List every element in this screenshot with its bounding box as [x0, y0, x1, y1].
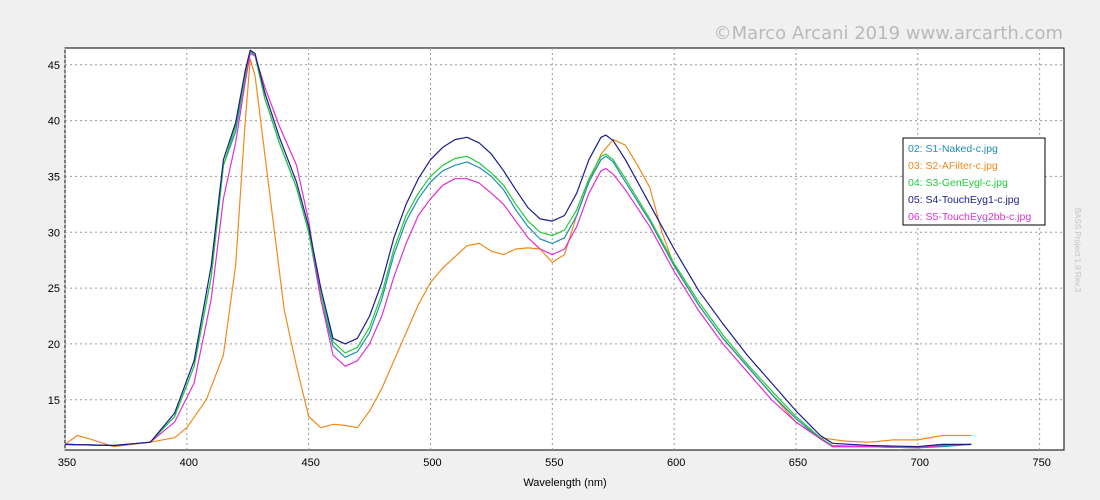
legend: 02: S1-Naked-c.jpg 03: S2-AFilter-c.jpg 04…	[902, 137, 1046, 226]
y-tick-label: 45	[48, 60, 60, 72]
y-tick-label: 15	[48, 395, 60, 407]
legend-box	[902, 137, 1046, 226]
grid	[64, 48, 1064, 450]
x-tick-label: 650	[789, 457, 807, 469]
legend-entry: 03: S2-AFilter-c.jpg	[908, 160, 998, 172]
x-tick-label: 700	[911, 457, 929, 469]
x-tick-label: 500	[423, 457, 441, 469]
legend-entry: 04: S3-GenEygl-c.jpg	[908, 177, 1008, 189]
legend-entry: 02: S1-Naked-c.jpg	[908, 143, 998, 155]
x-tick-label: 350	[58, 457, 76, 469]
x-tick-label: 400	[180, 457, 198, 469]
x-tick-label: 600	[667, 457, 685, 469]
legend-entry: 05: S4-TouchEyg1-c.jpg	[908, 194, 1020, 206]
watermark: ©Marco Arcani 2019 www.arcarth.com	[714, 23, 1063, 44]
series-lines	[64, 49, 972, 449]
series-line-4	[64, 49, 972, 448]
side-credit-text: BASS Project 1.9 Rev.3	[1073, 208, 1082, 293]
y-tick-label: 40	[48, 116, 60, 128]
series-line-5	[64, 53, 972, 449]
x-axis-label: Wavelength (nm)	[523, 477, 606, 489]
x-tick-label: 450	[301, 457, 319, 469]
y-tick-label: 35	[48, 171, 60, 183]
x-tick-label: 550	[545, 457, 563, 469]
x-tick-label: 750	[1032, 457, 1050, 469]
axis-ticks: 350 400 450 500 550 600 650 700 750 15 20 25 30 35 40 4…	[48, 60, 1051, 469]
y-tick-label: 25	[48, 283, 60, 295]
y-tick-label: 20	[48, 339, 60, 351]
y-tick-label: 30	[48, 227, 60, 239]
legend-entry: 06: S5-TouchEyg2bb-c.jpg	[908, 211, 1031, 223]
